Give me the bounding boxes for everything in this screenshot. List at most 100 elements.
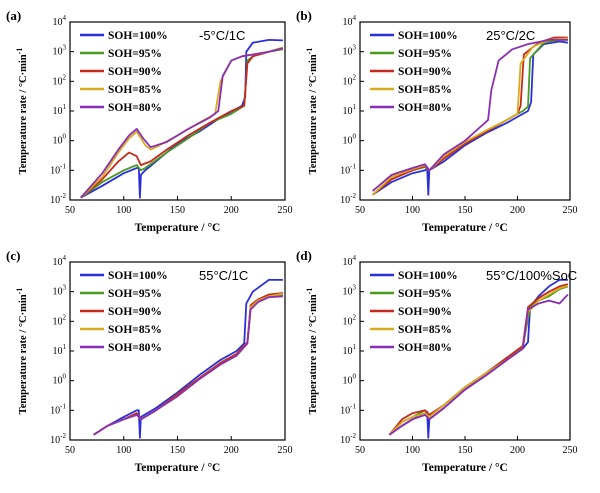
panel-label: (c) [6,248,20,263]
legend-entry: SOH=85% [108,84,162,96]
legend-entry: SOH=95% [398,48,452,60]
legend-entry: SOH=85% [398,324,452,336]
legend-entry: SOH=100% [398,30,458,42]
plot-frame [359,261,571,441]
y-tick-label: 100 [343,133,357,147]
legend-entry: SOH=80% [108,102,162,114]
y-tick-label: 10-2 [340,192,356,206]
y-tick-label: 104 [343,14,357,28]
y-tick-base: 10 [50,435,60,446]
series-line-5 [80,47,284,199]
legend-entry: SOH=90% [108,306,162,318]
y-axis-label-text: Temperature rate / °C·min [18,54,29,174]
legend-entry: SOH=85% [108,324,162,336]
legend-entry: SOH=100% [108,30,168,42]
y-tick-exponent: 4 [63,14,67,22]
y-tick-label: 101 [53,343,67,357]
x-tick-label: 50 [355,205,365,216]
y-tick-label: 10-1 [50,402,66,416]
y-tick-label: 10-2 [50,192,66,206]
condition-label: -5°C/1C [199,28,245,43]
panel-label: (d) [296,248,312,263]
y-tick-exponent: -1 [60,402,66,410]
y-tick-label: 102 [343,313,357,327]
legend: SOH=100% SOH=95% SOH=90% SOH=85% SOH=80% [370,30,458,114]
y-tick-base: 10 [53,76,63,87]
x-axis-label: Temperature / °C [135,462,221,474]
y-axis-label: Temperature rate / °C·min-1 [15,288,29,415]
y-tick-base: 10 [343,287,353,298]
x-tick-label: 200 [510,205,525,216]
y-tick-label: 101 [53,103,67,117]
y-tick-exponent: 2 [63,313,67,321]
y-tick-label: 104 [53,14,67,28]
x-axis-label: Temperature / °C [135,222,221,234]
x-tick-label: 50 [355,445,365,456]
y-tick-exponent: 2 [63,73,67,81]
panel-label: (b) [296,8,312,23]
y-tick-base: 10 [53,376,63,387]
y-tick-exponent: 3 [353,284,357,292]
y-axis-label-text: Temperature rate / °C·min [308,54,319,174]
y-tick-base: 10 [53,136,63,147]
y-tick-label: 103 [53,44,67,58]
x-tick-label: 250 [563,205,578,216]
y-tick-label: 100 [53,373,67,387]
series-line-4 [371,37,568,196]
y-tick-exponent: 4 [63,254,67,262]
panel-3: 50 100 150 200 25010-210-1100101102103104Tem… [6,248,293,474]
condition-label: 55°C/100%SoC [486,268,577,283]
y-axis-label: Temperature rate / °C·min-1 [15,48,29,175]
y-tick-exponent: 4 [353,14,357,22]
y-tick-exponent: 0 [353,133,357,141]
y-tick-base: 10 [343,47,353,58]
y-tick-exponent: 1 [353,343,357,351]
y-tick-label: 101 [343,343,357,357]
legend-entry: SOH=90% [398,66,452,78]
y-tick-label: 102 [53,73,67,87]
legend-entry: SOH=100% [398,270,458,282]
plot-frame [69,261,286,441]
panel-2: 50 100 150 200 25010-210-1100101102103104Tem… [296,8,578,234]
legend-entry: SOH=95% [398,288,452,300]
y-tick-base: 10 [343,76,353,87]
y-tick-base: 10 [53,316,63,327]
y-tick-base: 10 [53,17,63,28]
y-tick-label: 10-1 [340,162,356,176]
y-axis-label-exponent: -1 [305,48,314,55]
y-tick-exponent: -2 [350,432,356,440]
y-tick-base: 10 [53,346,63,357]
legend: SOH=100% SOH=95% SOH=90% SOH=85% SOH=80% [80,270,168,354]
series-group [80,39,284,199]
y-tick-label: 104 [343,254,357,268]
x-tick-label: 150 [170,205,185,216]
y-tick-exponent: 1 [353,103,357,111]
y-tick-base: 10 [343,136,353,147]
y-axis-label-text: Temperature rate / °C·min [18,294,29,414]
series-line-4 [388,284,569,436]
x-tick-label: 250 [278,445,293,456]
y-tick-exponent: 1 [63,103,67,111]
y-axis-label-text: Temperature rate / °C·min [308,294,319,414]
x-tick-label: 150 [458,445,473,456]
y-tick-exponent: 0 [63,133,67,141]
series-group [371,36,569,196]
y-tick-base: 10 [340,435,350,446]
x-tick-label: 200 [224,445,239,456]
x-axis-label: Temperature / °C [422,462,508,474]
y-tick-exponent: 3 [63,284,67,292]
panel-label: (a) [6,8,21,23]
legend: SOH=100% SOH=95% SOH=90% SOH=85% SOH=80% [80,30,168,114]
y-tick-label: 10-1 [50,162,66,176]
panel-1: 50 100 150 200 25010-210-1100101102103104Tem… [6,8,293,234]
y-tick-base: 10 [343,346,353,357]
y-tick-exponent: -1 [350,402,356,410]
y-tick-base: 10 [343,257,353,268]
y-tick-exponent: -1 [60,162,66,170]
legend-entry: SOH=85% [398,84,452,96]
y-tick-label: 104 [53,254,67,268]
legend-entry: SOH=95% [108,288,162,300]
y-tick-exponent: 1 [63,343,67,351]
y-tick-base: 10 [343,376,353,387]
